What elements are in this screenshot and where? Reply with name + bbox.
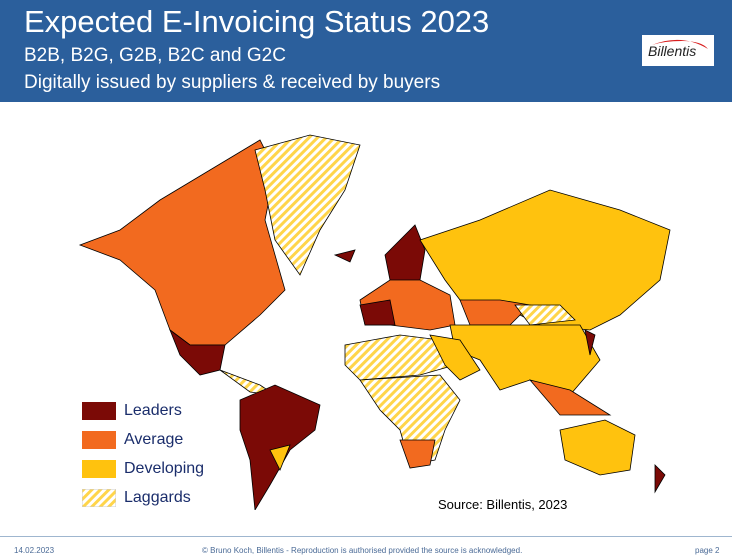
iceland [333, 249, 356, 263]
greenland [254, 134, 361, 276]
subtitle: B2B, B2G, G2B, B2C and G2C [24, 45, 286, 66]
central-asia [459, 299, 531, 326]
header: Expected E-Invoicing Status 2023 B2B, B2… [0, 0, 732, 102]
legend-item-average: Average [82, 425, 204, 454]
page-title: Expected E-Invoicing Status 2023 [24, 4, 490, 39]
australia [559, 419, 636, 476]
world-map [78, 134, 671, 510]
footer-copyright: © Bruno Koch, Billentis - Reproduction i… [202, 546, 523, 555]
legend-item-laggards: Laggards [82, 483, 204, 512]
subtitle-2: Digitally issued by suppliers & received… [24, 72, 441, 93]
south-america-east [269, 444, 291, 471]
legend-item-developing: Developing [82, 454, 204, 483]
legend: Leaders Average Developing Laggards [82, 396, 204, 512]
middle-east [429, 334, 481, 381]
billentis-logo: Billentis [642, 35, 714, 66]
western-europe [359, 299, 396, 326]
footer-divider [0, 536, 732, 537]
source-note: Source: Billentis, 2023 [438, 497, 568, 512]
footer-page: page 2 [695, 546, 720, 555]
new-zealand [654, 464, 666, 494]
footer-date: 14.02.2023 [14, 546, 55, 555]
legend-item-leaders: Leaders [82, 396, 204, 425]
mongolia [514, 304, 576, 326]
south-africa [399, 439, 436, 469]
africa-north [344, 334, 456, 381]
southeast-asia [528, 379, 612, 416]
logo-text: Billentis [648, 43, 697, 59]
africa [359, 374, 461, 466]
korea-japan [584, 329, 596, 356]
north-america [78, 139, 286, 346]
